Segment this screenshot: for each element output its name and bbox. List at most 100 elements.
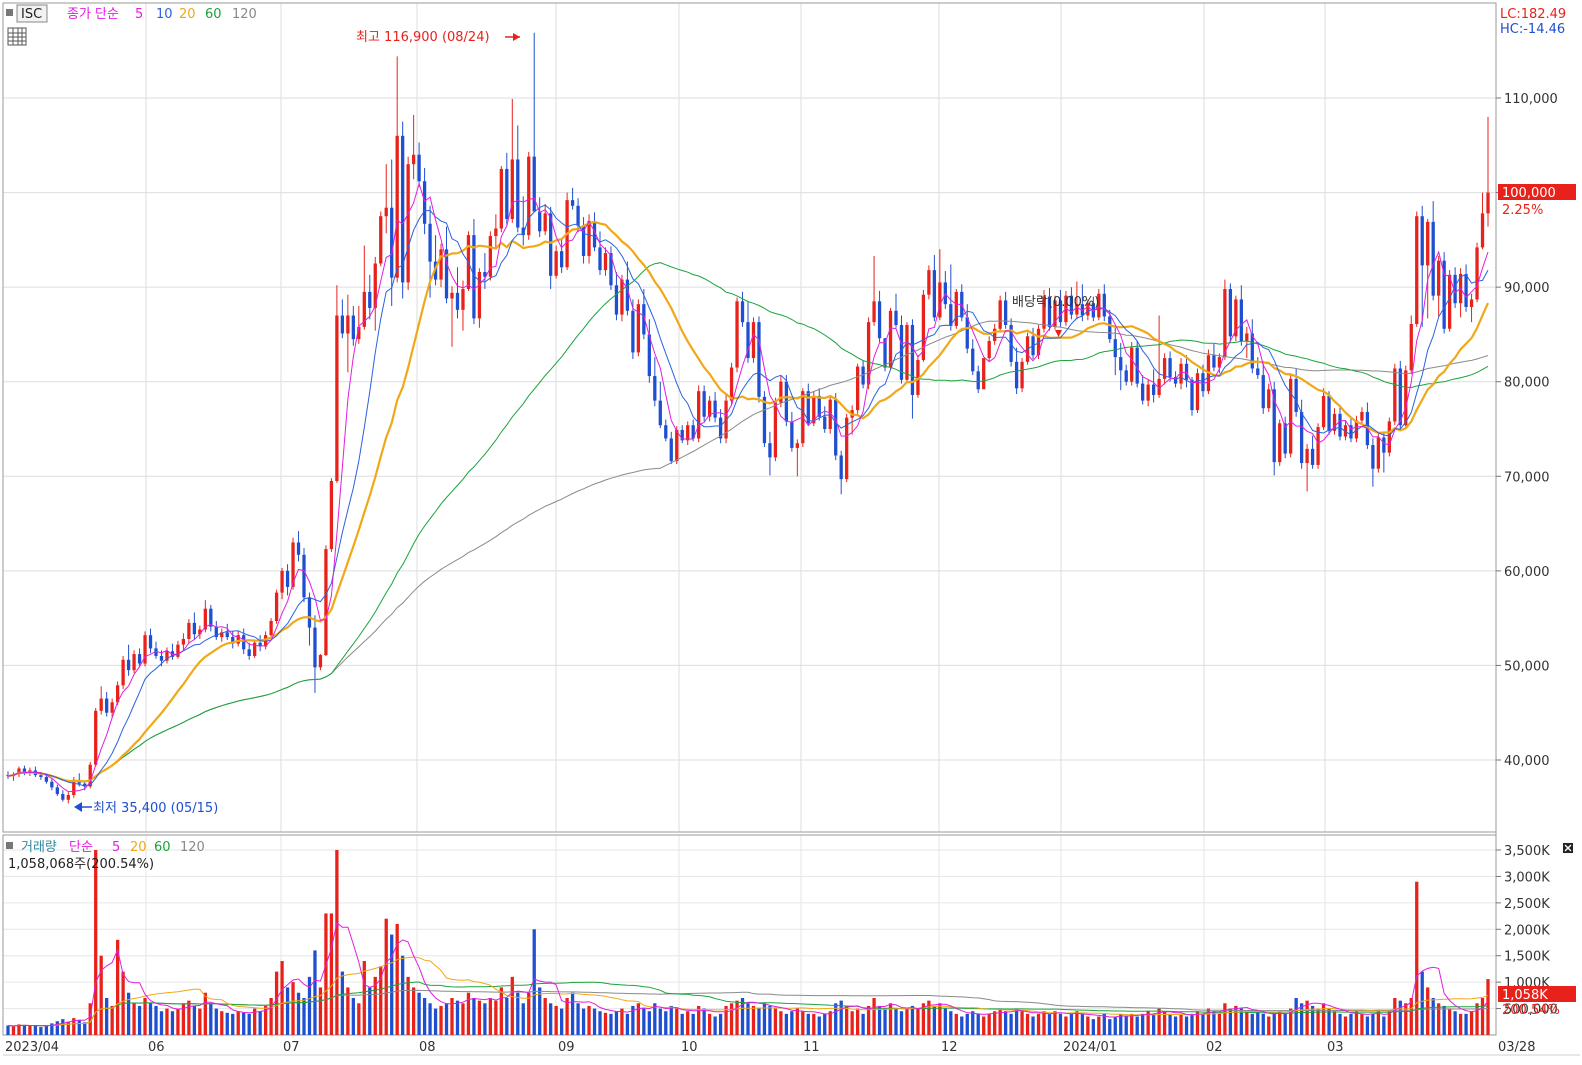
candle-body bbox=[1075, 304, 1079, 315]
candle-body bbox=[1228, 289, 1233, 337]
volume-bar bbox=[307, 976, 312, 1035]
volume-bar bbox=[1053, 1011, 1057, 1035]
candle-body bbox=[220, 632, 224, 638]
close-icon[interactable] bbox=[1563, 843, 1573, 853]
candle-body bbox=[115, 685, 120, 703]
volume-bar bbox=[411, 987, 416, 1035]
candle-body bbox=[159, 655, 164, 661]
volume-bar bbox=[422, 998, 427, 1035]
volume-bar bbox=[1387, 1011, 1391, 1035]
volume-bar bbox=[1332, 1011, 1337, 1035]
volume-bar bbox=[883, 1008, 887, 1035]
candle-body bbox=[812, 395, 816, 424]
volume-bar bbox=[1020, 1011, 1024, 1035]
volume-bar bbox=[220, 1011, 224, 1035]
volume-bar bbox=[1228, 1008, 1233, 1035]
volume-bar bbox=[439, 1005, 443, 1035]
volume-bar bbox=[1354, 1011, 1359, 1035]
candle-body bbox=[499, 168, 503, 229]
vol-ma60-label: 60 bbox=[154, 840, 171, 855]
volume-bar bbox=[406, 976, 410, 1035]
vol-ma20-label: 20 bbox=[130, 840, 147, 855]
symbol-box[interactable] bbox=[16, 4, 48, 23]
candle-body bbox=[1442, 260, 1446, 329]
candle-body bbox=[1250, 333, 1254, 369]
volume-bar bbox=[203, 992, 207, 1035]
ma10-line bbox=[7, 204, 1489, 787]
volume-bar bbox=[998, 1008, 1002, 1035]
volume-bar bbox=[99, 955, 103, 1035]
volume-bar bbox=[653, 1003, 657, 1035]
table-icon[interactable] bbox=[7, 27, 27, 46]
volume-bar bbox=[960, 1016, 964, 1035]
candle-body bbox=[1420, 216, 1424, 266]
volume-bar bbox=[1014, 1008, 1019, 1035]
volume-bar bbox=[66, 1021, 70, 1035]
volume-bar bbox=[702, 1008, 706, 1035]
candle-body bbox=[1415, 216, 1419, 325]
volume-bar bbox=[1365, 1016, 1370, 1035]
volume-bar bbox=[1047, 1013, 1052, 1035]
candle-body bbox=[192, 622, 197, 635]
candle-body bbox=[335, 315, 339, 482]
candle-body bbox=[55, 787, 59, 795]
candle-body bbox=[1267, 389, 1271, 409]
x-tick-label: 11 bbox=[803, 1040, 820, 1055]
candle-body bbox=[806, 391, 810, 424]
volume-bar bbox=[110, 1005, 114, 1035]
candle-body bbox=[198, 629, 202, 635]
candle-body bbox=[828, 399, 832, 429]
volume-bar bbox=[1278, 1011, 1282, 1035]
candle-body bbox=[1453, 274, 1457, 304]
volume-bar bbox=[713, 1016, 717, 1035]
volume-bar bbox=[50, 1023, 54, 1035]
volume-bar bbox=[214, 1008, 218, 1035]
candle-body bbox=[1316, 427, 1320, 465]
volume-bar bbox=[285, 987, 290, 1035]
candle-body bbox=[932, 270, 937, 318]
volume-bar bbox=[269, 998, 273, 1035]
x-tick-label: 07 bbox=[283, 1040, 300, 1055]
candle-body bbox=[740, 301, 745, 323]
candle-body bbox=[1464, 273, 1468, 308]
volume-bar bbox=[433, 1008, 438, 1035]
candle-body bbox=[653, 376, 657, 401]
x-tick-label: 09 bbox=[558, 1040, 575, 1055]
volume-bar bbox=[1464, 1013, 1468, 1035]
candle-body bbox=[236, 635, 240, 644]
candle-body bbox=[1338, 413, 1342, 437]
candle-body bbox=[1102, 293, 1106, 317]
candle-body bbox=[570, 200, 575, 206]
candle-body bbox=[861, 366, 865, 385]
candle-body bbox=[1124, 370, 1128, 382]
x-tick-label: 03/28 bbox=[1498, 1040, 1535, 1055]
volume-bar bbox=[987, 1013, 991, 1035]
x-tick-label: 08 bbox=[419, 1040, 436, 1055]
volume-bar bbox=[839, 1000, 843, 1035]
volume-bar bbox=[1080, 1013, 1085, 1035]
volume-bar bbox=[1151, 1013, 1156, 1035]
candle-body bbox=[614, 285, 619, 315]
x-tick-label: 06 bbox=[148, 1040, 165, 1055]
candle-body bbox=[1069, 295, 1074, 315]
candle-body bbox=[921, 294, 926, 360]
x-tick-label: 02 bbox=[1206, 1040, 1223, 1055]
candle-body bbox=[834, 399, 838, 456]
candle-body bbox=[1162, 358, 1167, 379]
volume-bar bbox=[450, 998, 454, 1035]
candle-body bbox=[258, 642, 262, 647]
volume-bar bbox=[845, 1005, 849, 1035]
candle-body bbox=[757, 322, 761, 397]
candle-body bbox=[181, 638, 186, 645]
volume-bar bbox=[1305, 1000, 1309, 1035]
volume-bar bbox=[965, 1013, 969, 1035]
volume-badge-label: 1,058K bbox=[1502, 988, 1548, 1003]
candle-body bbox=[1020, 361, 1024, 389]
ma5-line bbox=[7, 181, 1489, 793]
volume-bar bbox=[516, 992, 520, 1035]
volume-bar bbox=[1069, 1013, 1074, 1035]
candle-body bbox=[154, 648, 158, 656]
candle-body bbox=[916, 359, 920, 395]
volume-bar bbox=[1130, 1013, 1134, 1035]
